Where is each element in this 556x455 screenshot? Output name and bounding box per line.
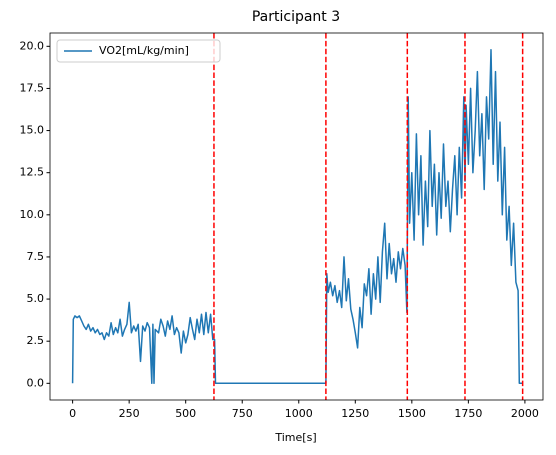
x-tick-label: 1750 <box>454 407 482 420</box>
x-tick-label: 1250 <box>341 407 369 420</box>
chart-title: Participant 3 <box>252 9 340 25</box>
x-tick-label: 500 <box>175 407 196 420</box>
legend-label: VO2[mL/kg/min] <box>99 44 189 57</box>
plot-frame <box>49 32 544 401</box>
y-tick-label: 7.5 <box>27 250 45 263</box>
y-tick-label: 0.0 <box>27 376 45 389</box>
x-tick-label: 750 <box>232 407 253 420</box>
x-tick-label: 2000 <box>511 407 539 420</box>
y-tick-label: 12.5 <box>20 166 45 179</box>
y-tick-label: 20.0 <box>20 39 45 52</box>
x-tick-label: 0 <box>69 407 76 420</box>
x-tick-label: 1000 <box>285 407 313 420</box>
x-tick-label: 1500 <box>398 407 426 420</box>
y-tick-label: 17.5 <box>20 81 45 94</box>
y-tick-label: 10.0 <box>20 208 45 221</box>
y-tick-label: 15.0 <box>20 124 45 137</box>
x-axis-label: Time[s] <box>274 431 316 444</box>
legend-box <box>56 39 221 63</box>
y-tick-label: 2.5 <box>27 334 45 347</box>
data-line <box>71 48 523 385</box>
y-tick-label: 5.0 <box>27 292 45 305</box>
x-tick-label: 250 <box>119 407 140 420</box>
